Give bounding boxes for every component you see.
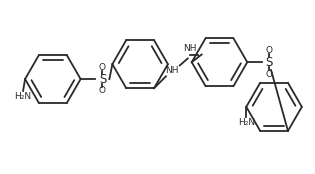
Text: H₂N: H₂N <box>14 92 32 101</box>
Text: S: S <box>266 56 273 69</box>
Text: NH: NH <box>183 44 197 53</box>
Text: NH: NH <box>165 66 179 75</box>
Text: O: O <box>99 86 106 96</box>
Text: H₂N: H₂N <box>238 118 255 127</box>
Text: O: O <box>266 46 272 55</box>
Text: S: S <box>99 73 106 86</box>
Text: O: O <box>266 70 272 79</box>
Text: O: O <box>99 63 106 72</box>
